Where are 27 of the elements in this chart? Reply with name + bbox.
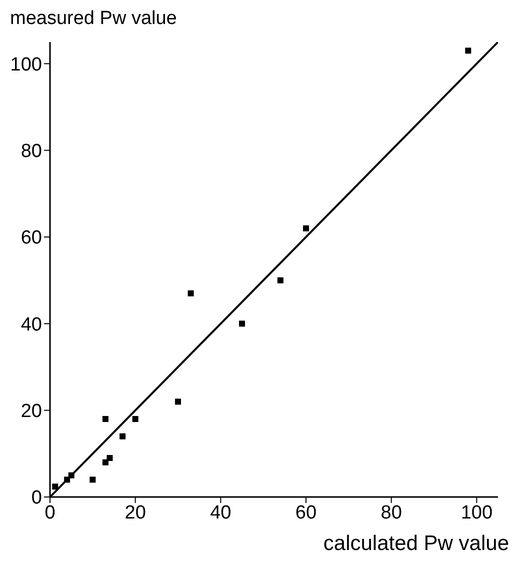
point [102,459,108,466]
x-tick-label: 0 [44,502,56,524]
y-tick-label: 100 [10,54,42,76]
point [277,277,284,284]
x-tick-label: 60 [295,502,317,524]
y-tick-label: 0 [31,488,42,509]
point [102,416,108,422]
point [303,225,309,232]
y-tick-label: 60 [20,228,42,249]
x-tick-label: 40 [210,502,232,524]
point [132,416,138,422]
point [106,455,113,461]
point [188,290,194,296]
point [239,320,245,327]
y-tick-label: 80 [20,141,42,162]
x-axis-title: calculated Pw value [322,532,509,556]
y-axis-title: measured Pw value [10,8,178,31]
y-tick-label: 40 [20,314,42,336]
point [120,433,126,440]
point [465,48,472,54]
x-tick-label: 80 [380,502,402,524]
x-tick-label: 20 [124,502,146,524]
y-tick-label: 20 [20,401,42,422]
point [90,476,96,483]
point [175,398,181,405]
point [52,484,58,490]
x-tick-label: 100 [460,502,493,524]
